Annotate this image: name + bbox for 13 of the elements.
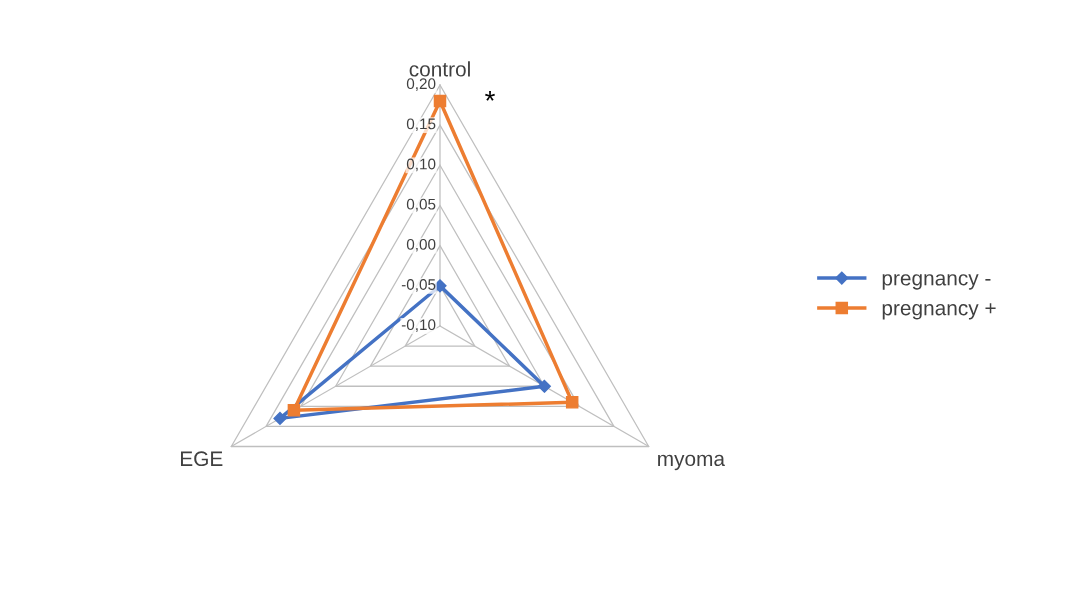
spoke-label: EGE (181, 451, 223, 467)
y-tick-label: 0,15 (406, 118, 436, 132)
text: * (485, 91, 495, 101)
legend-label: pregnancy - (882, 274, 991, 290)
y-tick-label: 0,10 (406, 158, 436, 172)
y-tick-label: 0,20 (406, 78, 436, 91)
spoke-label: control (409, 61, 470, 77)
y-tick-label: -0,05 (401, 279, 436, 292)
spoke-label: myoma (658, 454, 726, 471)
legend-label: pregnancy + (882, 303, 996, 320)
y-tick-label: -0,10 (401, 319, 436, 332)
y-tick-label: 0,00 (406, 238, 436, 252)
y-tick-label: 0,05 (406, 198, 436, 212)
